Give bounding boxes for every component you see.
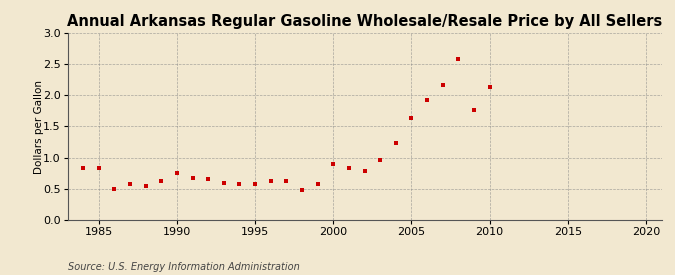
Text: Source: U.S. Energy Information Administration: Source: U.S. Energy Information Administ… (68, 262, 299, 272)
Point (344, 166, 354, 170)
Point (219, 180, 230, 185)
Point (390, 141, 401, 145)
Y-axis label: Dollars per Gallon: Dollars per Gallon (34, 79, 44, 174)
Point (468, 108, 479, 112)
Point (265, 178, 276, 183)
Point (359, 169, 370, 174)
Point (328, 162, 339, 166)
Point (109, 187, 119, 191)
Point (202, 177, 213, 182)
Point (93, 166, 104, 170)
Point (484, 85, 495, 89)
Point (422, 98, 433, 102)
Point (453, 56, 464, 61)
Point (187, 176, 198, 180)
Point (313, 182, 323, 187)
Point (140, 183, 151, 188)
Point (406, 116, 416, 121)
Point (296, 188, 307, 192)
Point (78, 166, 88, 170)
Point (125, 182, 136, 187)
Title: Annual Arkansas Regular Gasoline Wholesale/Resale Price by All Sellers: Annual Arkansas Regular Gasoline Wholesa… (67, 14, 662, 29)
Point (250, 182, 261, 187)
Point (171, 170, 182, 175)
Point (375, 157, 385, 162)
Point (281, 178, 292, 183)
Point (437, 83, 448, 87)
Point (234, 182, 245, 187)
Point (156, 179, 167, 183)
